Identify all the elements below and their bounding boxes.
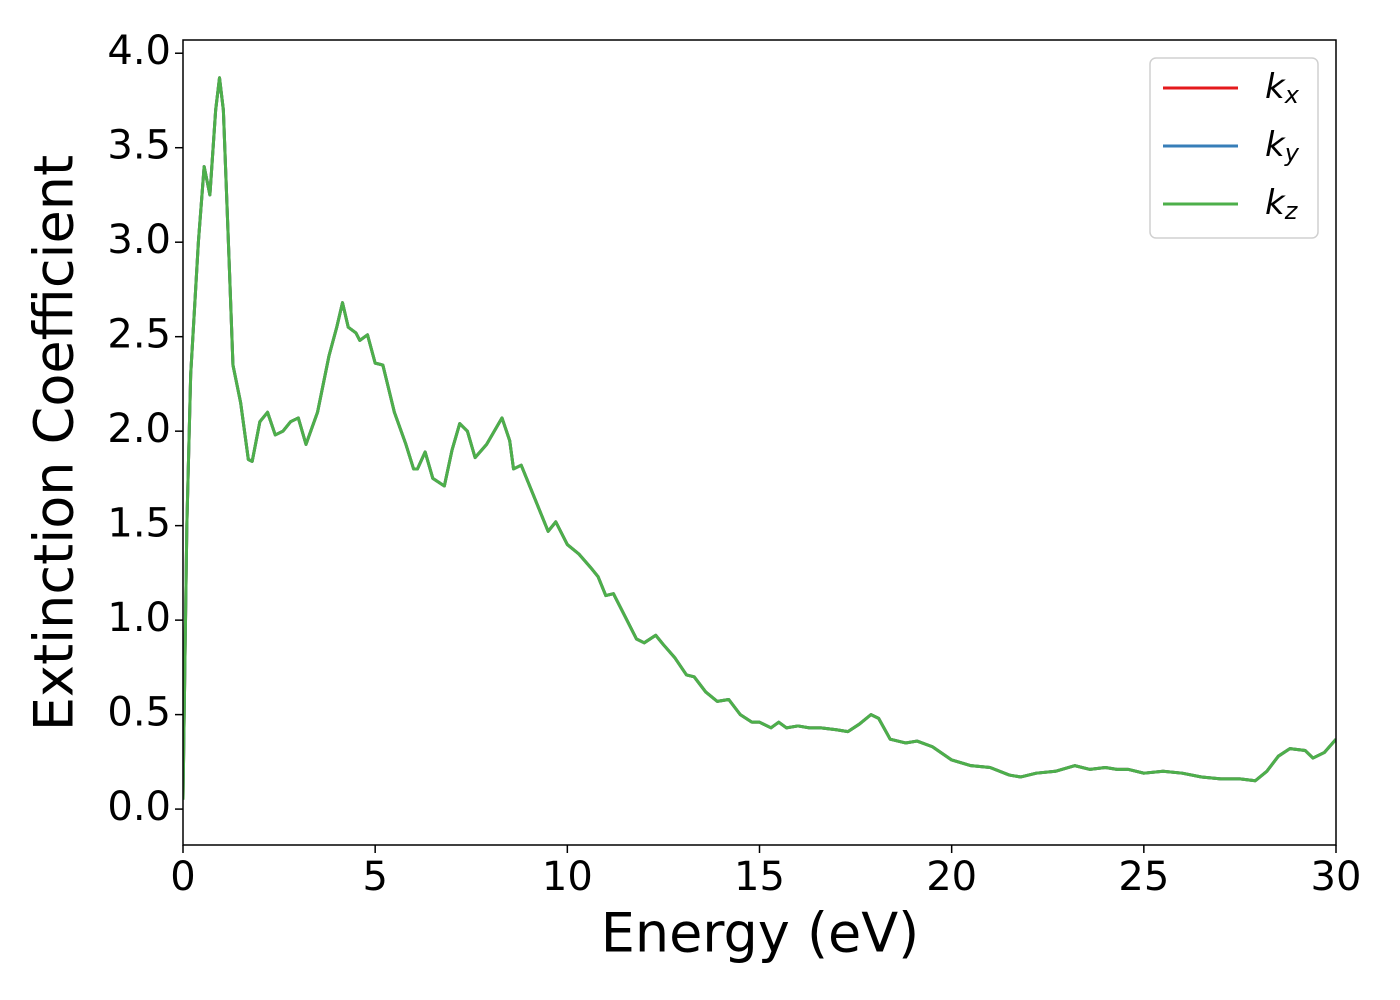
y-tick-label: 4.0 — [107, 28, 171, 74]
legend-box — [1149, 57, 1319, 239]
x-tick-label: 5 — [362, 854, 387, 900]
y-tick-label: 0.5 — [107, 690, 171, 736]
plot-frame — [182, 39, 1337, 846]
x-tick-label: 25 — [1118, 854, 1169, 900]
y-tick-label: 2.5 — [107, 312, 171, 358]
line — [183, 76, 1336, 800]
y-axis-label: Extinction Coefficient — [23, 155, 86, 731]
y-tick-label: 3.0 — [107, 217, 171, 263]
y-tick-label: 3.5 — [107, 123, 171, 169]
x-axis-label: Energy (eV) — [601, 902, 920, 965]
y-tick-label: 1.0 — [107, 595, 171, 641]
x-tick-label: 0 — [170, 854, 195, 900]
x-tick-label: 15 — [734, 854, 785, 900]
legend-label: kz — [1265, 183, 1299, 226]
x-tick-label: 20 — [926, 854, 977, 900]
y-tick-label: 2.0 — [107, 406, 171, 452]
y-tick-label: 1.5 — [107, 501, 171, 547]
legend-label: ky — [1265, 125, 1300, 168]
x-tick-label: 30 — [1311, 854, 1362, 900]
x-tick-label: 10 — [542, 854, 593, 900]
y-tick-label: 0.0 — [107, 784, 171, 830]
legend-label: kx — [1265, 67, 1300, 110]
